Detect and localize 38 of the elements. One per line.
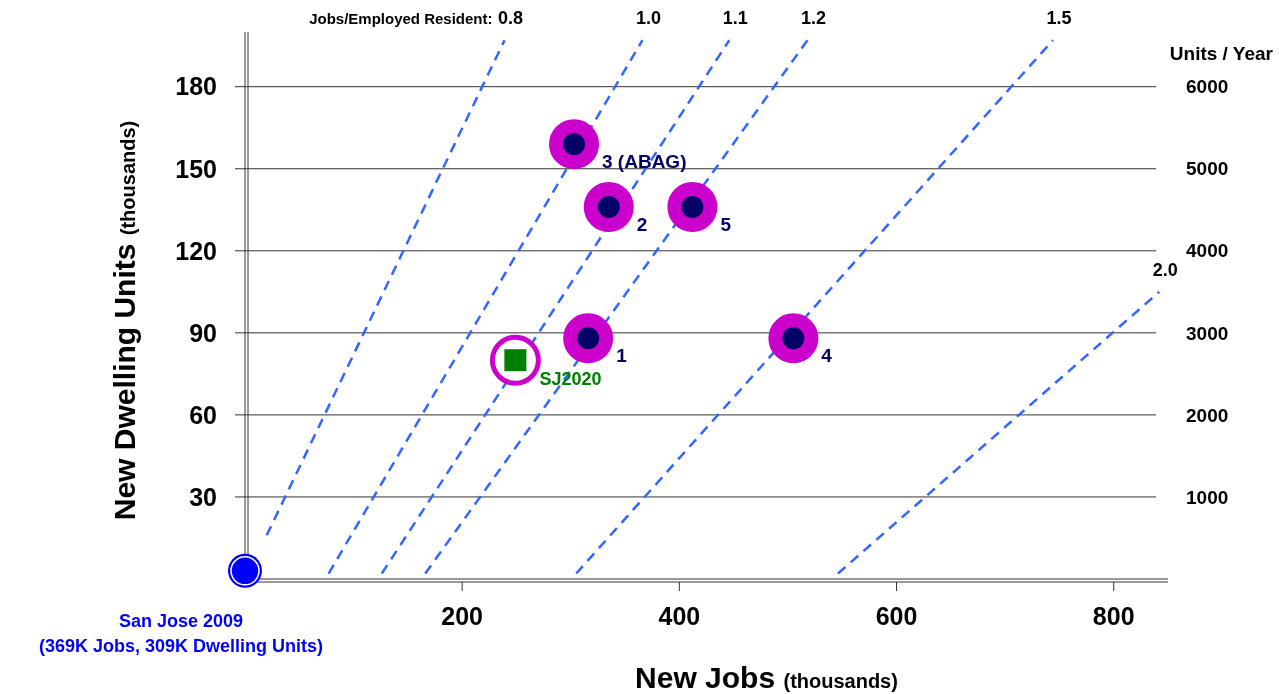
y2-tick-label: 6000 (1186, 76, 1229, 98)
y2-tick-label: 1000 (1186, 486, 1229, 508)
x-tick-label: 200 (441, 602, 484, 630)
series-label: 1.1 (722, 8, 748, 29)
series-label: 2.0 (1152, 259, 1178, 280)
text: San Jose 2009 (369K Jobs, 309K Dwelling Units) (38, 610, 324, 656)
x-tick-label: 800 (1092, 602, 1135, 630)
series-label: 1.2 (800, 8, 826, 29)
series-label: 0.8 (498, 8, 524, 29)
y-axis-title: New Dwelling Units (thousands) (108, 120, 141, 521)
y2-tick-label: 5000 (1186, 158, 1229, 180)
y-tick-label: 60 (189, 400, 217, 429)
y-tick-label: 90 (189, 318, 217, 347)
point (583, 182, 634, 233)
series-label: 1.5 (1046, 8, 1072, 29)
x-axis-title: New Jobs (thousands) (635, 661, 898, 694)
x-tick-label: 400 (658, 602, 701, 630)
y2-tick-label: 2000 (1186, 404, 1229, 426)
point (768, 313, 819, 364)
text: Jobs/Employed Resident: (309, 10, 493, 28)
y2-axis-title: Units / Year (1169, 43, 1274, 64)
y-tick-label: 30 (189, 482, 217, 511)
y2-tick-label: 3000 (1186, 322, 1229, 344)
point (549, 119, 600, 170)
series-label: 1.0 (635, 8, 661, 29)
point (667, 182, 718, 233)
y-tick-label: 150 (175, 154, 217, 183)
y2-tick-label: 4000 (1186, 240, 1229, 262)
point (563, 313, 614, 364)
annotation: 3 (ABAG) (602, 151, 687, 173)
x-tick-label: 600 (875, 602, 918, 630)
series-label: SJ2020 (539, 369, 602, 390)
annotation: 5 (720, 214, 732, 236)
annotation: 2 (636, 214, 648, 236)
annotation: 4 (821, 345, 833, 367)
y-tick-label: 120 (175, 236, 217, 265)
y-tick-label: 180 (175, 72, 217, 101)
annotation: 1 (616, 345, 628, 367)
